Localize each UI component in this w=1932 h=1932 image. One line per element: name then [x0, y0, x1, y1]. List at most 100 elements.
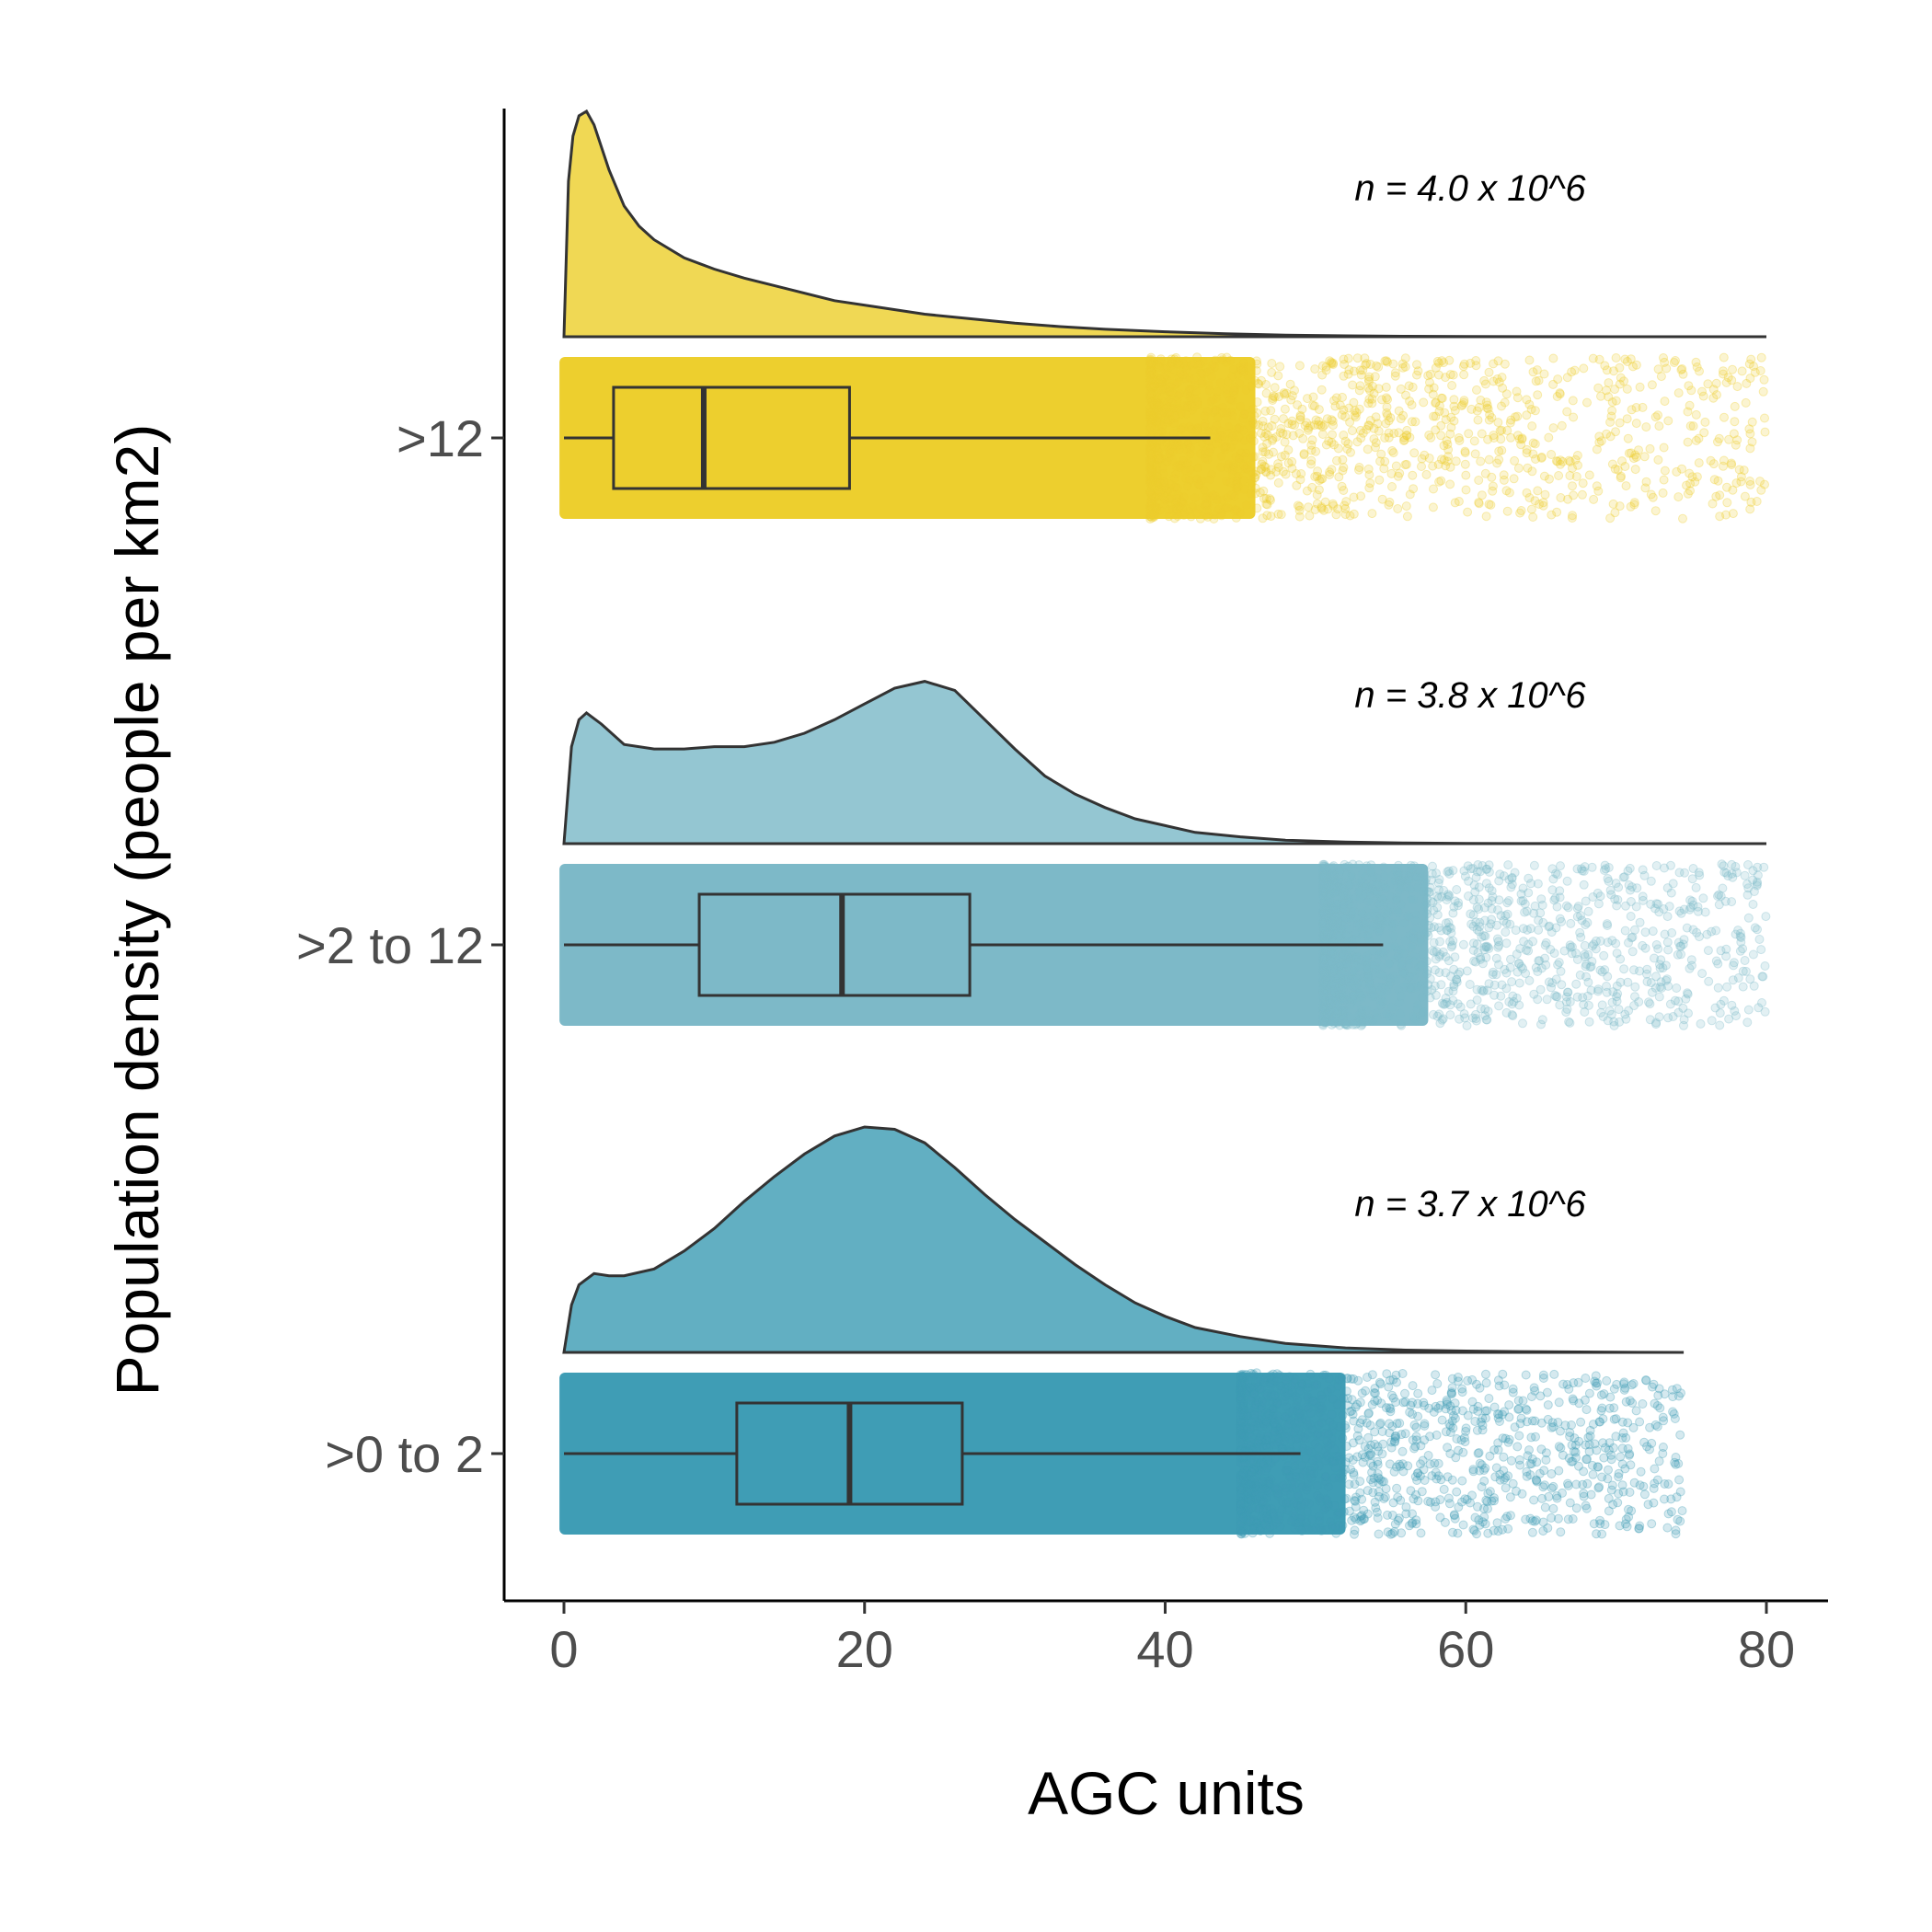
rain-point — [1147, 509, 1157, 519]
rain-point — [1493, 1438, 1503, 1448]
rain-point — [1250, 1523, 1259, 1533]
rain-point — [1565, 471, 1575, 480]
rain-point — [1694, 458, 1704, 468]
rain-point — [1334, 1473, 1344, 1483]
rain-point — [1259, 1506, 1269, 1516]
rain-point — [1498, 383, 1508, 393]
rain-point — [1363, 1486, 1373, 1496]
rain-point — [1473, 1401, 1483, 1411]
rain-point — [1280, 1384, 1290, 1393]
rain-point — [1242, 1510, 1252, 1520]
rain-point — [1493, 1526, 1503, 1536]
rain-point — [1533, 879, 1543, 889]
rain-point — [1508, 1011, 1518, 1021]
rain-point — [1522, 395, 1532, 405]
rain-point — [1678, 939, 1688, 949]
rain-point — [1292, 1440, 1302, 1450]
rain-point — [1236, 1529, 1247, 1539]
rain-point — [1432, 1011, 1443, 1021]
rain-point — [1744, 359, 1754, 369]
rain-point — [1441, 1427, 1451, 1437]
rain-point — [1489, 1496, 1499, 1506]
rain-point — [1383, 395, 1393, 405]
rain-point — [1592, 1445, 1602, 1455]
rain-point — [1529, 1383, 1539, 1393]
rain-point — [1239, 1406, 1249, 1416]
rain-point — [1385, 1403, 1395, 1413]
rain-point — [1379, 862, 1388, 872]
rain-point — [1368, 1478, 1378, 1488]
rain-point — [1481, 1378, 1491, 1388]
rain-point — [1543, 1400, 1553, 1410]
rain-point — [1342, 1374, 1352, 1383]
rain-point — [1373, 1456, 1383, 1466]
rain-point — [1280, 1432, 1290, 1442]
rain-point — [1649, 1483, 1659, 1493]
rain-point — [1386, 1404, 1396, 1414]
rain-point — [1475, 1458, 1485, 1468]
rain-point — [1317, 1404, 1328, 1414]
rain-point — [1237, 1428, 1247, 1438]
rain-point — [1663, 1509, 1673, 1519]
rain-point — [1446, 972, 1455, 982]
rain-point — [1615, 418, 1625, 428]
rain-point — [1304, 1524, 1314, 1534]
rain-point — [1321, 979, 1331, 989]
rain-point — [1230, 504, 1240, 514]
rain-point — [1673, 1391, 1684, 1401]
rain-point — [1604, 378, 1614, 388]
rain-point — [1442, 1396, 1452, 1405]
rain-point — [1262, 1432, 1272, 1442]
rain-point — [1242, 1386, 1252, 1395]
rain-point — [1266, 1474, 1276, 1484]
rain-point — [1409, 484, 1419, 494]
rain-point — [1597, 1472, 1607, 1482]
rain-point — [1729, 958, 1739, 968]
rain-point — [1258, 416, 1268, 426]
rain-point — [1562, 373, 1572, 383]
rain-point — [1393, 905, 1403, 915]
rain-point — [1436, 476, 1446, 486]
rain-point — [1357, 868, 1367, 879]
rain-point — [1558, 1450, 1568, 1460]
rain-point — [1404, 911, 1414, 921]
rain-point — [1504, 1400, 1514, 1410]
rain-point — [1674, 1475, 1685, 1485]
rain-point — [1291, 1519, 1301, 1529]
rain-point — [1394, 860, 1403, 870]
rain-point — [1570, 365, 1580, 375]
rain-point — [1281, 1412, 1291, 1422]
rain-point — [1675, 1430, 1685, 1440]
rain-point — [1340, 859, 1350, 869]
rain-point — [1487, 1496, 1497, 1506]
rain-point — [1420, 1420, 1430, 1431]
rain-point — [1238, 1401, 1248, 1410]
rain-point — [1688, 421, 1698, 431]
rain-point — [1369, 434, 1379, 444]
rain-point — [1745, 443, 1755, 454]
rain-point — [1660, 466, 1670, 476]
rain-point — [1392, 1419, 1402, 1429]
rain-point — [1592, 1529, 1602, 1539]
rain-point — [1646, 876, 1656, 886]
rain-point — [1697, 969, 1708, 979]
rain-point — [1574, 1436, 1584, 1446]
rain-point — [1702, 929, 1712, 939]
rain-point — [1412, 360, 1421, 370]
rain-point — [1563, 903, 1573, 913]
rain-point — [1238, 1522, 1248, 1532]
rain-point — [1332, 1399, 1342, 1409]
rain-point — [1323, 1482, 1333, 1492]
rain-point — [1249, 1464, 1259, 1474]
rain-point — [1639, 870, 1650, 880]
rain-point — [1458, 1447, 1468, 1457]
rain-point — [1554, 1442, 1564, 1452]
rain-point — [1339, 1507, 1349, 1517]
rain-point — [1654, 421, 1664, 431]
rain-point — [1571, 1453, 1581, 1463]
rain-point — [1343, 353, 1353, 363]
rain-point — [1271, 1427, 1280, 1437]
rain-point — [1255, 1384, 1265, 1394]
rain-point — [1540, 953, 1550, 963]
rain-point — [1409, 951, 1420, 961]
